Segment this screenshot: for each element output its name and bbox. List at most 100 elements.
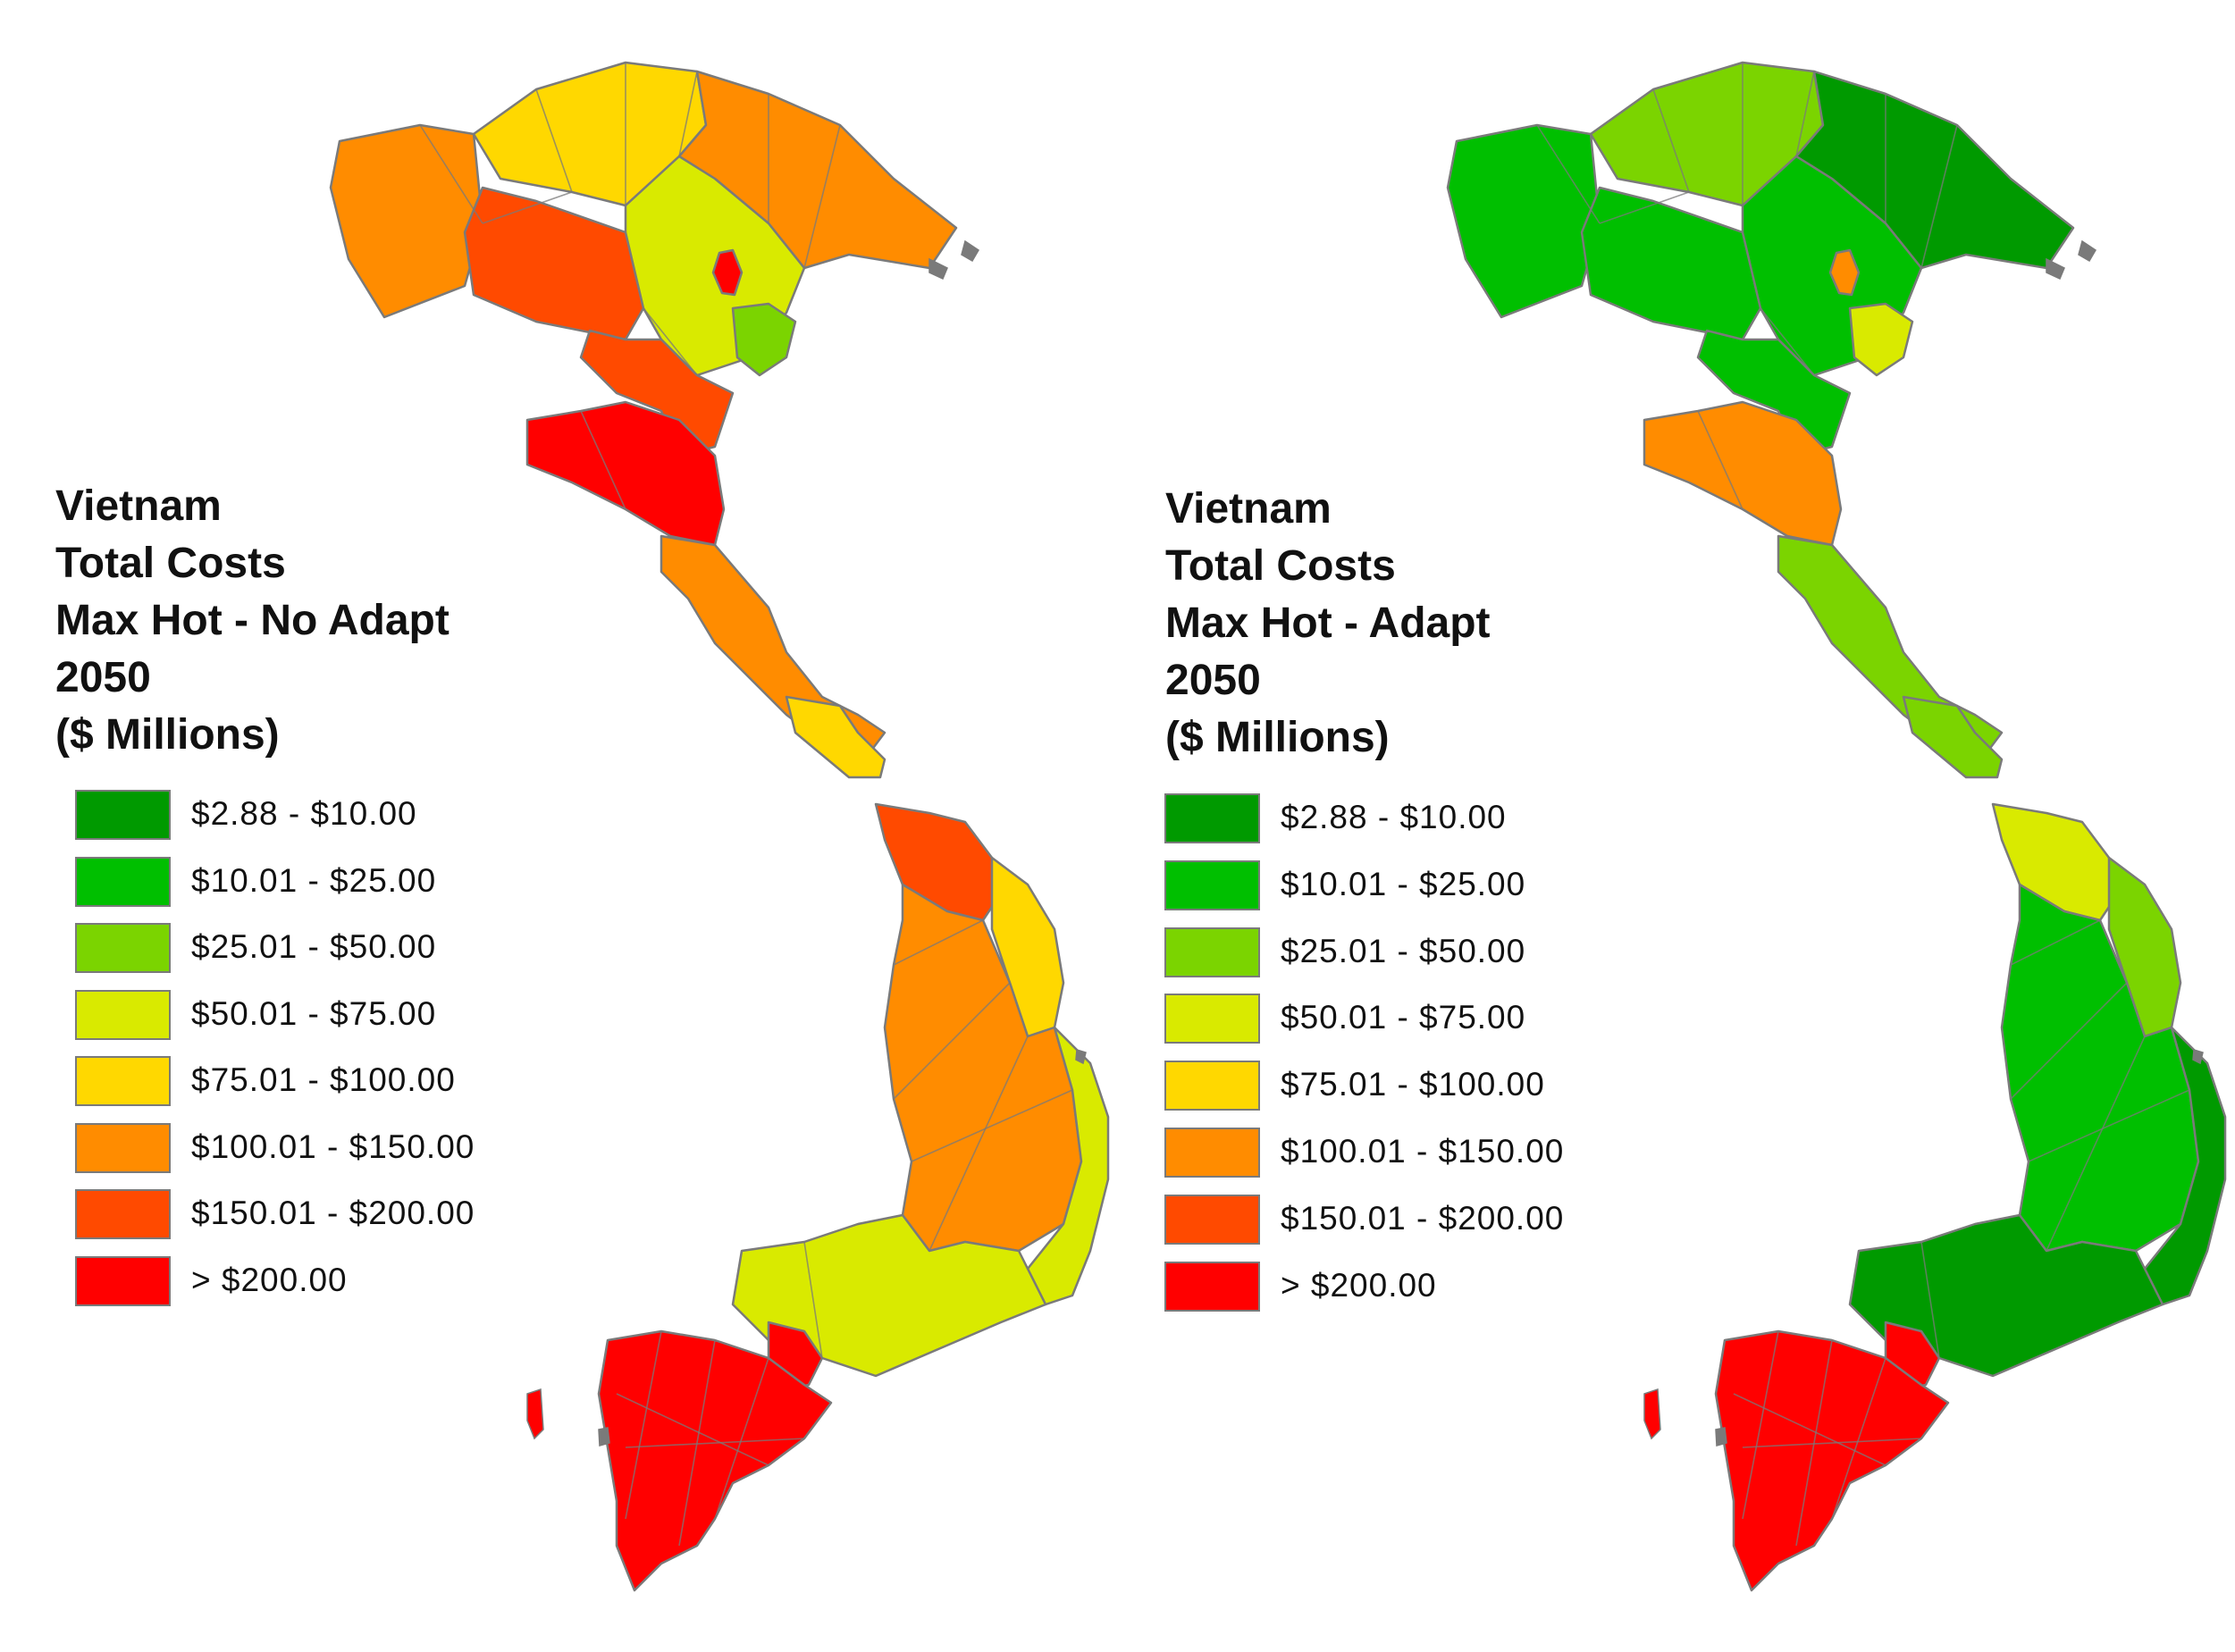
island: [2046, 257, 2065, 281]
legend-label: $75.01 - $100.00: [191, 1061, 456, 1098]
province-boundary: [1831, 1357, 1886, 1520]
title-line: 2050: [1165, 657, 1261, 704]
province-boundary: [1536, 124, 1601, 224]
province-boundary: [2010, 919, 2101, 966]
title-line: ($ Millions): [55, 711, 280, 759]
province-boundary: [1795, 1339, 1833, 1547]
map-title-no-adapt: Vietnam Total Costs Max Hot - No Adapt 2…: [55, 478, 450, 764]
legend-swatch: [1164, 927, 1260, 977]
province-boundary: [1599, 191, 1690, 224]
province-region-mekong: [597, 1329, 833, 1592]
province-boundary: [625, 1438, 805, 1448]
province-region-north-west-inner: [1580, 186, 1762, 341]
legend-item: > $200.00: [1164, 1261, 1665, 1315]
province-region-hanoi: [1828, 248, 1861, 297]
island: [2078, 239, 2097, 263]
island: [1643, 1388, 1661, 1440]
province-region-quang-tri: [1902, 695, 2004, 779]
province-boundary: [678, 71, 698, 157]
province-boundary: [1742, 1438, 1922, 1448]
legend-label: > $200.00: [1281, 1266, 1437, 1304]
province-boundary: [2010, 982, 2128, 1100]
province-boundary: [580, 410, 626, 510]
legend-item: $50.01 - $75.00: [1164, 994, 1665, 1047]
province-boundary: [1652, 88, 1690, 193]
province-boundary: [1742, 1330, 1779, 1520]
province-boundary: [1795, 71, 1815, 157]
island: [961, 239, 980, 263]
legend-swatch: [1164, 1194, 1260, 1245]
vietnam-map-no-adapt: [329, 61, 1110, 1592]
province-region-thanh-hoa: [1696, 329, 1852, 457]
province-boundary: [643, 307, 698, 376]
title-line: Vietnam: [55, 482, 222, 530]
legend-item: $100.01 - $150.00: [75, 1122, 576, 1177]
province-region-northwest: [1446, 123, 1601, 319]
province-boundary: [616, 1393, 769, 1466]
province-boundary: [2046, 1036, 2146, 1252]
province-region-northwest: [329, 123, 484, 319]
legend-label: $100.01 - $150.00: [1281, 1133, 1565, 1170]
map-panel-adapt: Vietnam Total Costs Max Hot - Adapt 2050…: [1117, 0, 2234, 1652]
legend-label: $25.01 - $50.00: [191, 928, 437, 965]
province-boundary: [857, 1214, 903, 1225]
province-boundary: [893, 982, 1011, 1100]
legend-label: $2.88 - $10.00: [191, 795, 417, 832]
title-line: Vietnam: [1165, 485, 1332, 532]
legend-label: > $200.00: [191, 1261, 348, 1298]
province-boundary: [2028, 1089, 2190, 1162]
vietnam-map-adapt: [1446, 61, 2227, 1592]
province-boundary: [911, 1089, 1073, 1162]
title-line: Max Hot - Adapt: [1165, 600, 1491, 647]
legend-label: $10.01 - $25.00: [191, 861, 437, 899]
island: [928, 257, 948, 281]
province-region-south-coast: [2143, 1026, 2227, 1306]
province-boundary: [482, 191, 573, 224]
province-region-mekong: [1714, 1329, 1950, 1592]
legend-label: $25.01 - $50.00: [1281, 932, 1526, 969]
title-line: ($ Millions): [1165, 714, 1390, 761]
province-region-nghe-an: [1643, 400, 1843, 547]
legend-item: $25.01 - $50.00: [75, 923, 576, 977]
legend-item: $10.01 - $25.00: [75, 856, 576, 910]
legend-item: $150.01 - $200.00: [1164, 1194, 1665, 1248]
title-line: Total Costs: [55, 540, 286, 587]
province-region-quang-nam: [874, 802, 1003, 922]
island: [526, 1388, 544, 1440]
province-region-nghe-an: [525, 400, 726, 547]
map-panel-no-adapt: Vietnam Total Costs Max Hot - No Adapt 2…: [0, 0, 1117, 1652]
province-boundary: [1974, 1214, 2021, 1225]
legend-label: $100.01 - $150.00: [191, 1128, 475, 1165]
legend-swatch: [75, 989, 171, 1040]
map-title-adapt: Vietnam Total Costs Max Hot - Adapt 2050…: [1165, 481, 1491, 767]
legend-item: $150.01 - $200.00: [75, 1189, 576, 1243]
legend-label: $75.01 - $100.00: [1281, 1066, 1545, 1103]
legend-item: $2.88 - $10.00: [75, 790, 576, 843]
province-boundary: [1920, 124, 1958, 269]
legend-swatch: [75, 923, 171, 973]
legend-label: $150.01 - $200.00: [191, 1195, 475, 1231]
legend-item: $75.01 - $100.00: [75, 1056, 576, 1110]
province-boundary: [625, 1330, 662, 1520]
legend-item: > $200.00: [75, 1255, 576, 1310]
province-boundary: [1697, 410, 1743, 510]
legend-swatch: [1164, 1128, 1260, 1178]
province-boundary: [419, 124, 483, 224]
legend-swatch: [1164, 1261, 1260, 1312]
legend-swatch: [75, 1122, 171, 1173]
legend-item: $100.01 - $150.00: [1164, 1128, 1665, 1181]
legend-swatch: [75, 1255, 171, 1306]
province-region-quang-nam: [1991, 802, 2120, 922]
province-region-quang-tri: [785, 695, 886, 779]
island: [1715, 1427, 1727, 1447]
legend-label: $150.01 - $200.00: [1281, 1199, 1565, 1237]
legend-item: $25.01 - $50.00: [1164, 927, 1665, 981]
province-boundary: [1760, 307, 1815, 376]
island: [598, 1427, 610, 1447]
island: [2192, 1049, 2204, 1065]
title-line: 2050: [55, 654, 151, 701]
title-line: Total Costs: [1165, 542, 1396, 590]
province-boundary: [803, 1241, 823, 1359]
island: [1075, 1049, 1087, 1065]
legend-item: $2.88 - $10.00: [1164, 793, 1665, 847]
